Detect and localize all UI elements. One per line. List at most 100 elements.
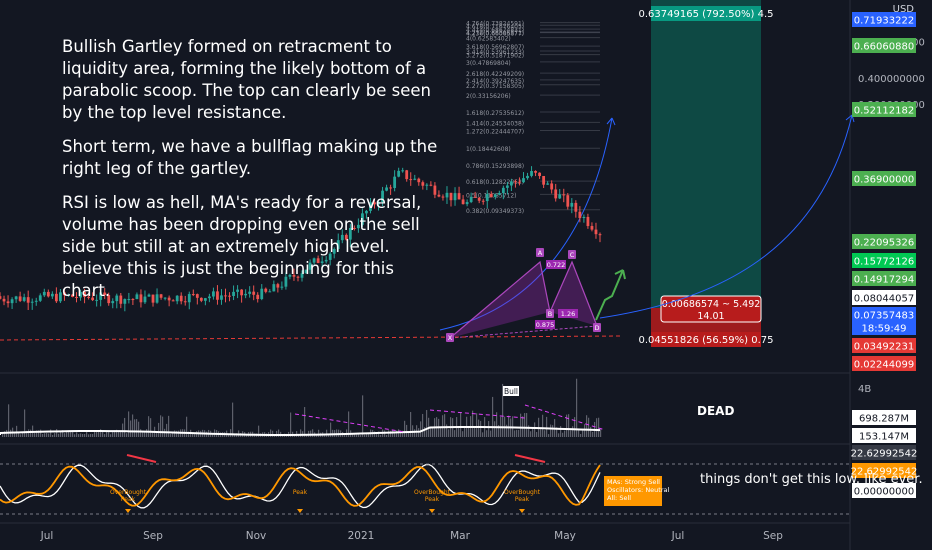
indicator-summary-box[interactable] [604,476,662,506]
volume-bar [540,429,542,437]
rsi-lines[interactable] [0,463,601,509]
candle-body [356,224,360,229]
volume-bar [440,426,442,437]
volume-bar [496,412,498,437]
fib-level-label: 3.618(0.56962807) [466,44,524,51]
volume-bar [8,404,10,437]
volume-bar [68,430,70,437]
volume-bar [550,424,552,437]
gartley-point-label: X [448,334,453,342]
fib-level-label: 2(0.33156206) [466,93,511,100]
volume-bar [272,430,274,437]
candle-body [558,194,562,199]
volume-bar [276,430,278,437]
candle-body [14,296,18,300]
fib-level-label: 0.618(0.12822052) [466,179,524,186]
candle-body [284,276,288,287]
volume-bar [590,426,592,437]
volume-bar [490,430,492,437]
candle-body [352,227,356,229]
price-tag-box [852,356,916,371]
candle-body [139,294,143,303]
volume-bars[interactable] [0,378,602,437]
support-line [0,335,621,341]
volume-bar [544,430,546,437]
volume-bar [404,420,406,437]
fib-level-label: 1.414(0.24534038) [466,120,524,127]
rsi-divergence-2 [514,454,546,463]
volume-bar [228,434,230,437]
volume-bar [14,433,16,437]
time-axis-tick: Mar [450,530,470,542]
candle-body [195,294,199,298]
candle-body [501,187,505,194]
volume-bar [300,429,302,437]
volume-bar [408,432,410,437]
candle-body [328,253,332,260]
candle-body [111,301,115,304]
candle-body [401,170,405,172]
candle-body [260,288,264,300]
price-candles[interactable] [0,166,602,312]
volume-bar [48,433,50,437]
candle-body [34,300,38,302]
price-tag-box [852,253,916,268]
volume-bar [28,429,30,437]
fib-level-label: 3.414(0.53961233) [466,49,524,56]
bull-arrow[interactable] [595,269,624,321]
rsi-annotation: things don't get this low. like ever. [700,472,923,487]
candle-body [542,175,546,185]
overbought-label-text: OverBought [110,489,147,496]
volume-bar [70,431,72,437]
volume-bar [534,422,536,437]
position-profit-zone[interactable] [651,0,761,308]
volume-bar [600,429,602,437]
position-target-label: 0.63749165 (792.50%) 4.5 [639,9,774,20]
volume-bar [524,413,526,437]
candle-body [272,284,276,292]
overbought-label-text: Peak [515,496,530,503]
annotation-paragraph-3: RSI is low as hell, MA's ready for a rev… [62,193,422,300]
price-tag-box [852,320,916,335]
overbought-label-text: OverBought [504,489,541,496]
position-center-line2: 14.01 [697,311,724,322]
volume-bar [446,424,448,437]
volume-bar [546,416,548,437]
candle-body [530,171,533,176]
volume-bar [488,421,490,437]
volume-bar [58,433,60,437]
candle-body [481,200,485,202]
projection-curve-long[interactable] [599,114,853,319]
volume-bar [400,430,402,437]
volume-bar [388,430,390,437]
volume-tag-label: 153.147M [859,432,909,443]
price-tag-box [852,271,916,286]
volume-bar [596,418,598,437]
price-tag-label: 0.08044057 [854,294,914,305]
candle-body [232,291,235,297]
gartley-point-label: B [548,310,552,318]
candle-body [461,199,465,205]
candle-body [332,248,336,254]
candle-body [417,178,421,183]
volume-bar [498,425,500,437]
volume-bar [304,407,306,437]
gartley-triangle-xab[interactable] [450,262,550,338]
candle-body [308,262,312,270]
rsi-tag-box [852,463,916,478]
indicator-summary-line-3: All: Sell [607,494,631,502]
candle-body [119,295,123,304]
candle-body [389,187,393,189]
volume-bar [410,411,412,437]
candle-body [304,269,308,274]
candle-body [220,295,223,300]
volume-bar [146,429,148,437]
candle-body [212,291,215,297]
candle-body [107,294,111,304]
volume-bar [380,434,382,437]
volume-bar [574,417,576,437]
volume-bar [52,434,54,437]
volume-bar [358,434,360,437]
volume-bar [374,431,376,437]
